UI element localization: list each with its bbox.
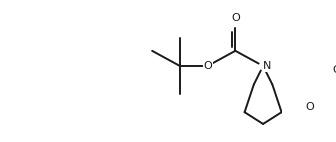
Text: O: O bbox=[305, 102, 314, 112]
Text: O: O bbox=[231, 13, 240, 23]
Text: O: O bbox=[203, 61, 212, 71]
Text: O: O bbox=[333, 65, 336, 75]
Text: N: N bbox=[263, 61, 271, 71]
